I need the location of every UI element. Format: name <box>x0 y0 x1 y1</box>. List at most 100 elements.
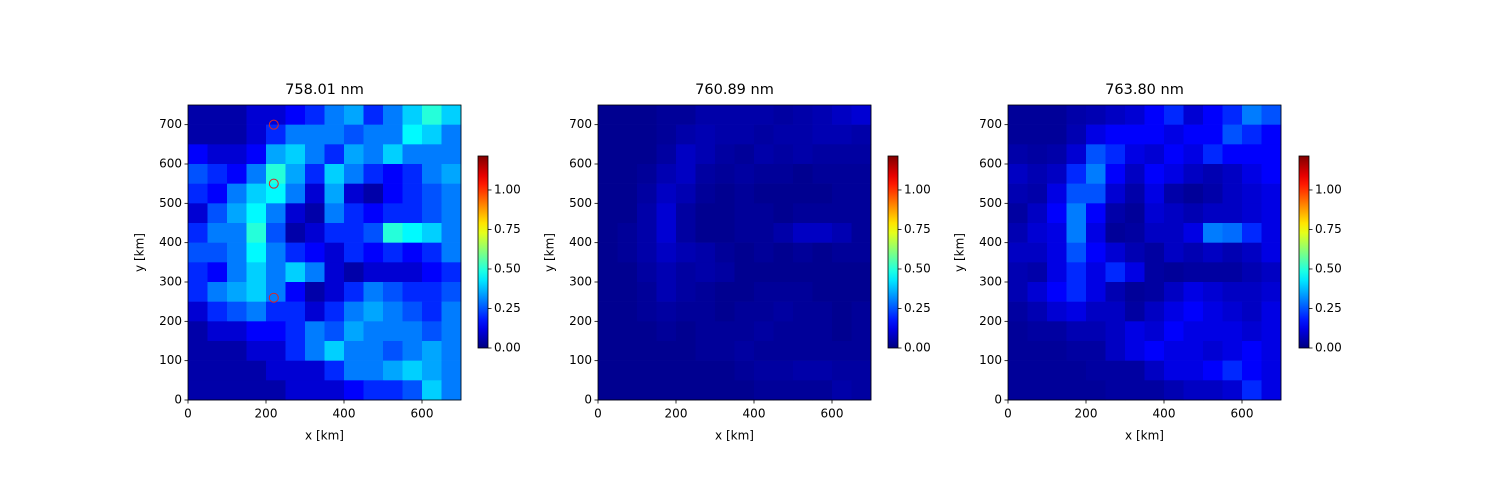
heatmap-cell <box>305 262 325 283</box>
heatmap-cell <box>1086 301 1106 322</box>
heatmap-cell <box>246 341 267 361</box>
heatmap-cell <box>754 341 774 361</box>
heatmap-cell <box>793 380 813 401</box>
heatmap-cell <box>1008 242 1028 263</box>
heatmap-cell <box>598 262 618 283</box>
heatmap-cell <box>207 183 228 204</box>
heatmap-cell <box>305 380 325 401</box>
heatmap-cell <box>402 164 423 184</box>
heatmap-cell <box>754 124 774 145</box>
heatmap-cell <box>383 242 403 263</box>
heatmap-cell <box>1164 124 1184 145</box>
heatmap-cell <box>637 301 657 322</box>
heatmap-cell <box>617 380 638 401</box>
heatmap-cell <box>1203 282 1223 302</box>
heatmap-cell <box>383 164 403 184</box>
heatmap-cell <box>1203 262 1223 283</box>
x-tick-label: 0 <box>184 407 192 421</box>
heatmap-cell <box>1242 203 1262 224</box>
heatmap-cell <box>324 321 345 342</box>
heatmap-cell <box>598 203 618 224</box>
heatmap-cell <box>715 183 735 204</box>
heatmap-cell <box>1027 341 1048 361</box>
heatmap-cell <box>1027 223 1048 243</box>
heatmap-cell <box>246 282 267 302</box>
heatmap-cell <box>1027 380 1048 401</box>
heatmap-cell <box>266 183 286 204</box>
heatmap-cell <box>1105 105 1126 125</box>
heatmap-cell <box>637 341 657 361</box>
heatmap-cell <box>1261 262 1282 283</box>
heatmap-cell <box>1125 164 1145 184</box>
heatmap-cell <box>715 301 735 322</box>
heatmap-cell <box>617 360 638 381</box>
heatmap-cell <box>1183 203 1204 224</box>
heatmap-cell <box>422 183 442 204</box>
heatmap-cell <box>422 360 442 381</box>
heatmap-cell <box>285 105 306 125</box>
heatmap-cell <box>1164 203 1184 224</box>
heatmap-cell <box>402 380 423 401</box>
heatmap-cell <box>324 164 345 184</box>
heatmap-cell <box>676 282 696 302</box>
heatmap-cell <box>1008 144 1028 165</box>
heatmap-cells <box>598 105 872 401</box>
heatmap-cell <box>344 380 364 401</box>
heatmap-cell <box>793 124 813 145</box>
heatmap-cell <box>1105 242 1126 263</box>
heatmap-cell <box>363 262 384 283</box>
heatmap-cell <box>285 301 306 322</box>
heatmap-cell <box>402 105 423 125</box>
heatmap-cell <box>1086 321 1106 342</box>
heatmap-cell <box>188 124 208 145</box>
heatmap-cell <box>734 144 755 165</box>
heatmap-cell <box>1086 164 1106 184</box>
heatmap-cell <box>832 183 852 204</box>
heatmap-cell <box>207 144 228 165</box>
y-tick-label: 700 <box>159 117 182 131</box>
heatmap-cell <box>227 124 247 145</box>
y-tick-label: 0 <box>994 393 1002 407</box>
heatmap-cell <box>266 223 286 243</box>
heatmap-cell <box>1261 242 1282 263</box>
heatmap-cell <box>1222 282 1243 302</box>
heatmap-cell <box>1066 262 1087 283</box>
heatmap-cell <box>1183 341 1204 361</box>
heatmap-cell <box>1105 124 1126 145</box>
heatmap-cell <box>812 144 833 165</box>
heatmap-cell <box>305 360 325 381</box>
heatmap-cell <box>1047 262 1067 283</box>
y-tick-label: 100 <box>159 353 182 367</box>
heatmap-cell <box>1125 341 1145 361</box>
heatmap-cell <box>188 380 208 401</box>
heatmap-cell <box>344 341 364 361</box>
heatmap-cell <box>1222 301 1243 322</box>
heatmap-cell <box>285 183 306 204</box>
heatmap-cell <box>1242 223 1262 243</box>
heatmap-cell <box>1183 242 1204 263</box>
heatmap-cell <box>715 242 735 263</box>
heatmap-cell <box>363 360 384 381</box>
heatmap-cell <box>1008 124 1028 145</box>
heatmap-cell <box>656 262 677 283</box>
heatmap-cell <box>695 164 716 184</box>
heatmap-cell <box>754 144 774 165</box>
heatmap-cell <box>754 262 774 283</box>
heatmap-cell <box>344 242 364 263</box>
chart-title: 763.80 nm <box>1105 82 1184 98</box>
heatmap-cell <box>715 321 735 342</box>
heatmap-cell <box>1105 164 1126 184</box>
heatmap-cell <box>305 341 325 361</box>
heatmap-cell <box>305 242 325 263</box>
heatmap-cell <box>1203 360 1223 381</box>
heatmap-cell <box>637 183 657 204</box>
heatmap-cell <box>324 183 345 204</box>
axes-frame <box>1007 104 1282 401</box>
heatmap-cell <box>812 242 833 263</box>
heatmap-cell <box>227 144 247 165</box>
heatmap-cell <box>422 321 442 342</box>
heatmap-cell <box>1008 301 1028 322</box>
heatmap-cell <box>1144 262 1165 283</box>
heatmap-cell <box>676 341 696 361</box>
